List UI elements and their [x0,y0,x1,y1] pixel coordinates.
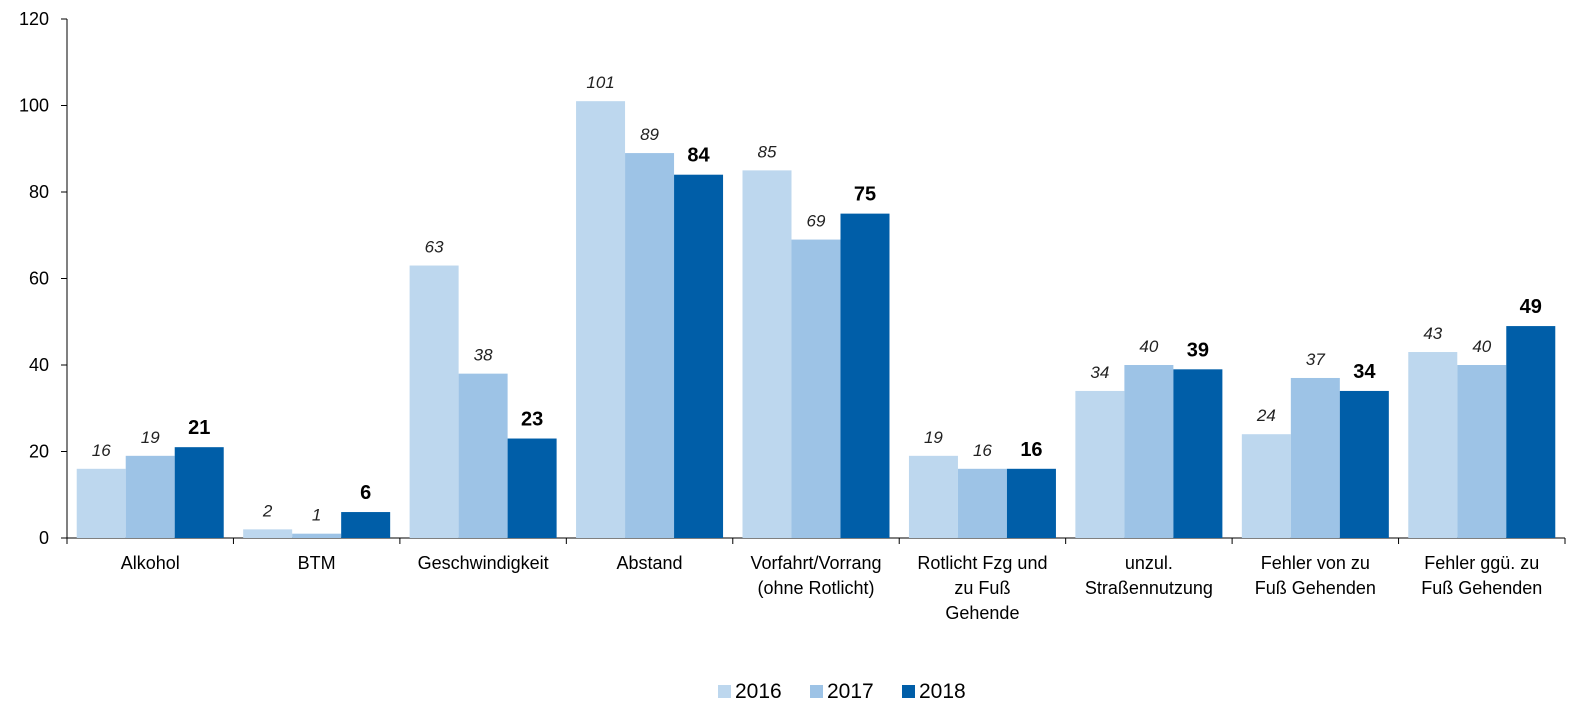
y-tick-label: 40 [29,355,49,375]
bar [125,455,175,538]
y-tick-label: 60 [29,269,49,289]
bar [1457,365,1507,538]
bar [1408,352,1458,538]
value-label: 2 [262,501,273,520]
legend-swatch [810,685,823,698]
value-label: 16 [92,441,111,460]
legend-label: 2018 [919,680,966,703]
value-label: 49 [1520,296,1542,318]
value-label: 39 [1187,339,1209,361]
value-label: 19 [924,428,943,447]
legend-swatch [718,685,731,698]
value-label: 40 [1472,337,1491,356]
bar [507,438,557,538]
value-label: 24 [1256,406,1276,425]
x-tick-label: Geschwindigkeit [418,553,549,573]
bar [791,239,841,538]
bar [742,170,792,538]
value-label: 40 [1139,337,1158,356]
x-tick-label: Fehler von zu Fuß Gehenden [1255,553,1376,598]
bar [243,529,293,538]
bar [576,101,626,539]
bar [840,213,890,538]
y-tick-label: 100 [19,96,49,116]
value-label: 89 [640,125,659,144]
bar [1173,369,1223,538]
y-tick-label: 0 [39,528,49,548]
bar [341,512,391,538]
bar [1075,390,1125,538]
y-tick-label: 120 [19,9,49,29]
y-tick-label: 20 [29,442,49,462]
bar [1124,365,1174,538]
bar [409,265,459,538]
bar [292,533,342,538]
value-label: 19 [141,428,160,447]
x-tick-label: Rotlicht Fzg und zu Fuß Gehende [917,553,1047,623]
value-label: 34 [1353,361,1376,383]
value-label: 101 [586,73,614,92]
value-label: 34 [1090,363,1109,382]
value-label: 37 [1306,350,1325,369]
legend-label: 2017 [827,680,874,703]
value-label: 6 [360,482,371,504]
x-tick-label: Fehler ggü. zu Fuß Gehenden [1421,553,1542,598]
value-label: 69 [807,212,826,231]
bar [1290,377,1340,538]
bar [625,153,675,538]
bar [908,455,958,538]
bar [1339,390,1389,538]
value-label: 75 [854,184,876,206]
x-tick-label: Alkohol [121,553,180,573]
value-label: 85 [758,142,777,161]
value-label: 21 [188,417,210,439]
x-tick-label: unzul. Straßennutzung [1085,553,1213,598]
bar [957,468,1007,538]
bar [1241,434,1291,538]
bar [674,174,724,538]
value-label: 84 [687,145,710,167]
value-label: 43 [1423,324,1442,343]
bar [174,447,224,538]
value-label: 16 [973,441,992,460]
bar [76,468,126,538]
x-tick-label: Vorfahrt/Vorrang (ohne Rotlicht) [750,553,881,598]
x-tick-label: Abstand [617,553,683,573]
legend-label: 2016 [735,680,782,703]
value-label: 38 [474,346,493,365]
value-label: 63 [425,238,444,257]
bar [1006,468,1056,538]
bar [1506,326,1556,538]
value-label: 23 [521,409,543,431]
legend-swatch [902,685,915,698]
value-label: 16 [1020,439,1042,461]
y-tick-label: 80 [29,182,49,202]
value-label: 1 [312,506,321,525]
bar [458,373,508,538]
x-tick-label: BTM [298,553,336,573]
